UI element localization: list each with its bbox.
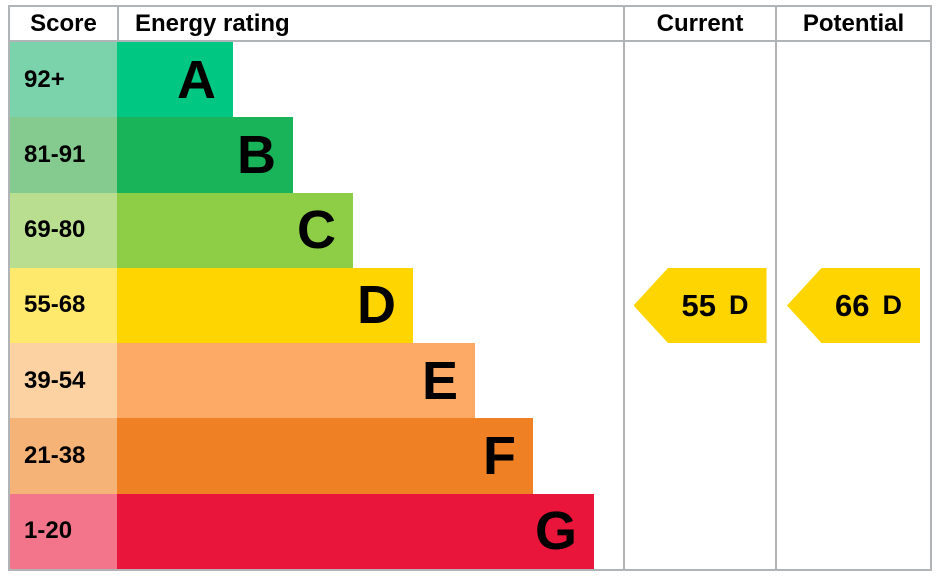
potential-rating-arrow: 66 D [787,267,920,344]
score-range-label-b: 81-91 [10,117,117,193]
band-letter-b: B [237,124,276,185]
energy-band-row-b: 81-91 B [10,117,623,193]
band-letter-g: G [534,501,577,562]
energy-band-bar-c: C [117,192,353,268]
score-header-divider-line [117,7,119,40]
current-band-letter: D [728,289,749,320]
energy-band-bar-b: B [117,117,293,193]
band-letter-a: A [177,49,216,110]
energy-rating-column-header: Energy rating [135,10,290,37]
score-range-label-c: 69-80 [10,192,117,268]
band-letter-f: F [483,426,516,487]
potential-column-header: Potential [802,10,905,37]
energy-band-bar-f: F [117,418,533,494]
band-letter-d: D [357,275,396,336]
energy-band-bar-e: E [117,343,475,419]
energy-band-row-d: 55-68 D [10,267,623,344]
energy-band-bar-g: G [117,493,594,569]
current-column-divider-line [623,7,625,569]
band-letter-e: E [421,350,458,411]
score-range-label-g: 1-20 [10,493,117,569]
energy-band-row-e: 39-54 E [10,343,623,419]
score-column-header: Score [30,10,97,37]
potential-band-letter: D [882,289,902,320]
energy-band-row-g: 1-20 G [10,493,623,569]
band-letter-c: C [297,200,336,261]
score-range-label-a: 92+ [10,42,117,118]
current-score-value: 55 [681,287,716,323]
energy-band-bar-a: A [117,42,233,118]
current-column-header: Current [656,10,744,37]
header-divider-line [10,40,930,42]
energy-band-rows: 92+ A 81-91 B 69-80 C 55-68 D 39-54 E 21-38 F 1-20 G [10,42,623,569]
epc-energy-rating-chart: Score Energy rating Current Potential 92… [8,5,932,571]
potential-score-value: 66 [835,287,870,323]
potential-rating-arrow-slot: 66 D [777,267,930,344]
score-range-label-f: 21-38 [10,418,117,494]
score-range-label-e: 39-54 [10,343,117,419]
current-rating-arrow-slot: 55 D [625,267,775,344]
score-range-label-d: 55-68 [10,267,117,344]
energy-band-bar-d: D [117,267,413,344]
energy-band-row-f: 21-38 F [10,418,623,494]
potential-column-divider-line [775,7,777,569]
current-rating-arrow: 55 D [633,267,767,344]
energy-band-row-c: 69-80 C [10,192,623,268]
energy-band-row-a: 92+ A [10,42,623,118]
